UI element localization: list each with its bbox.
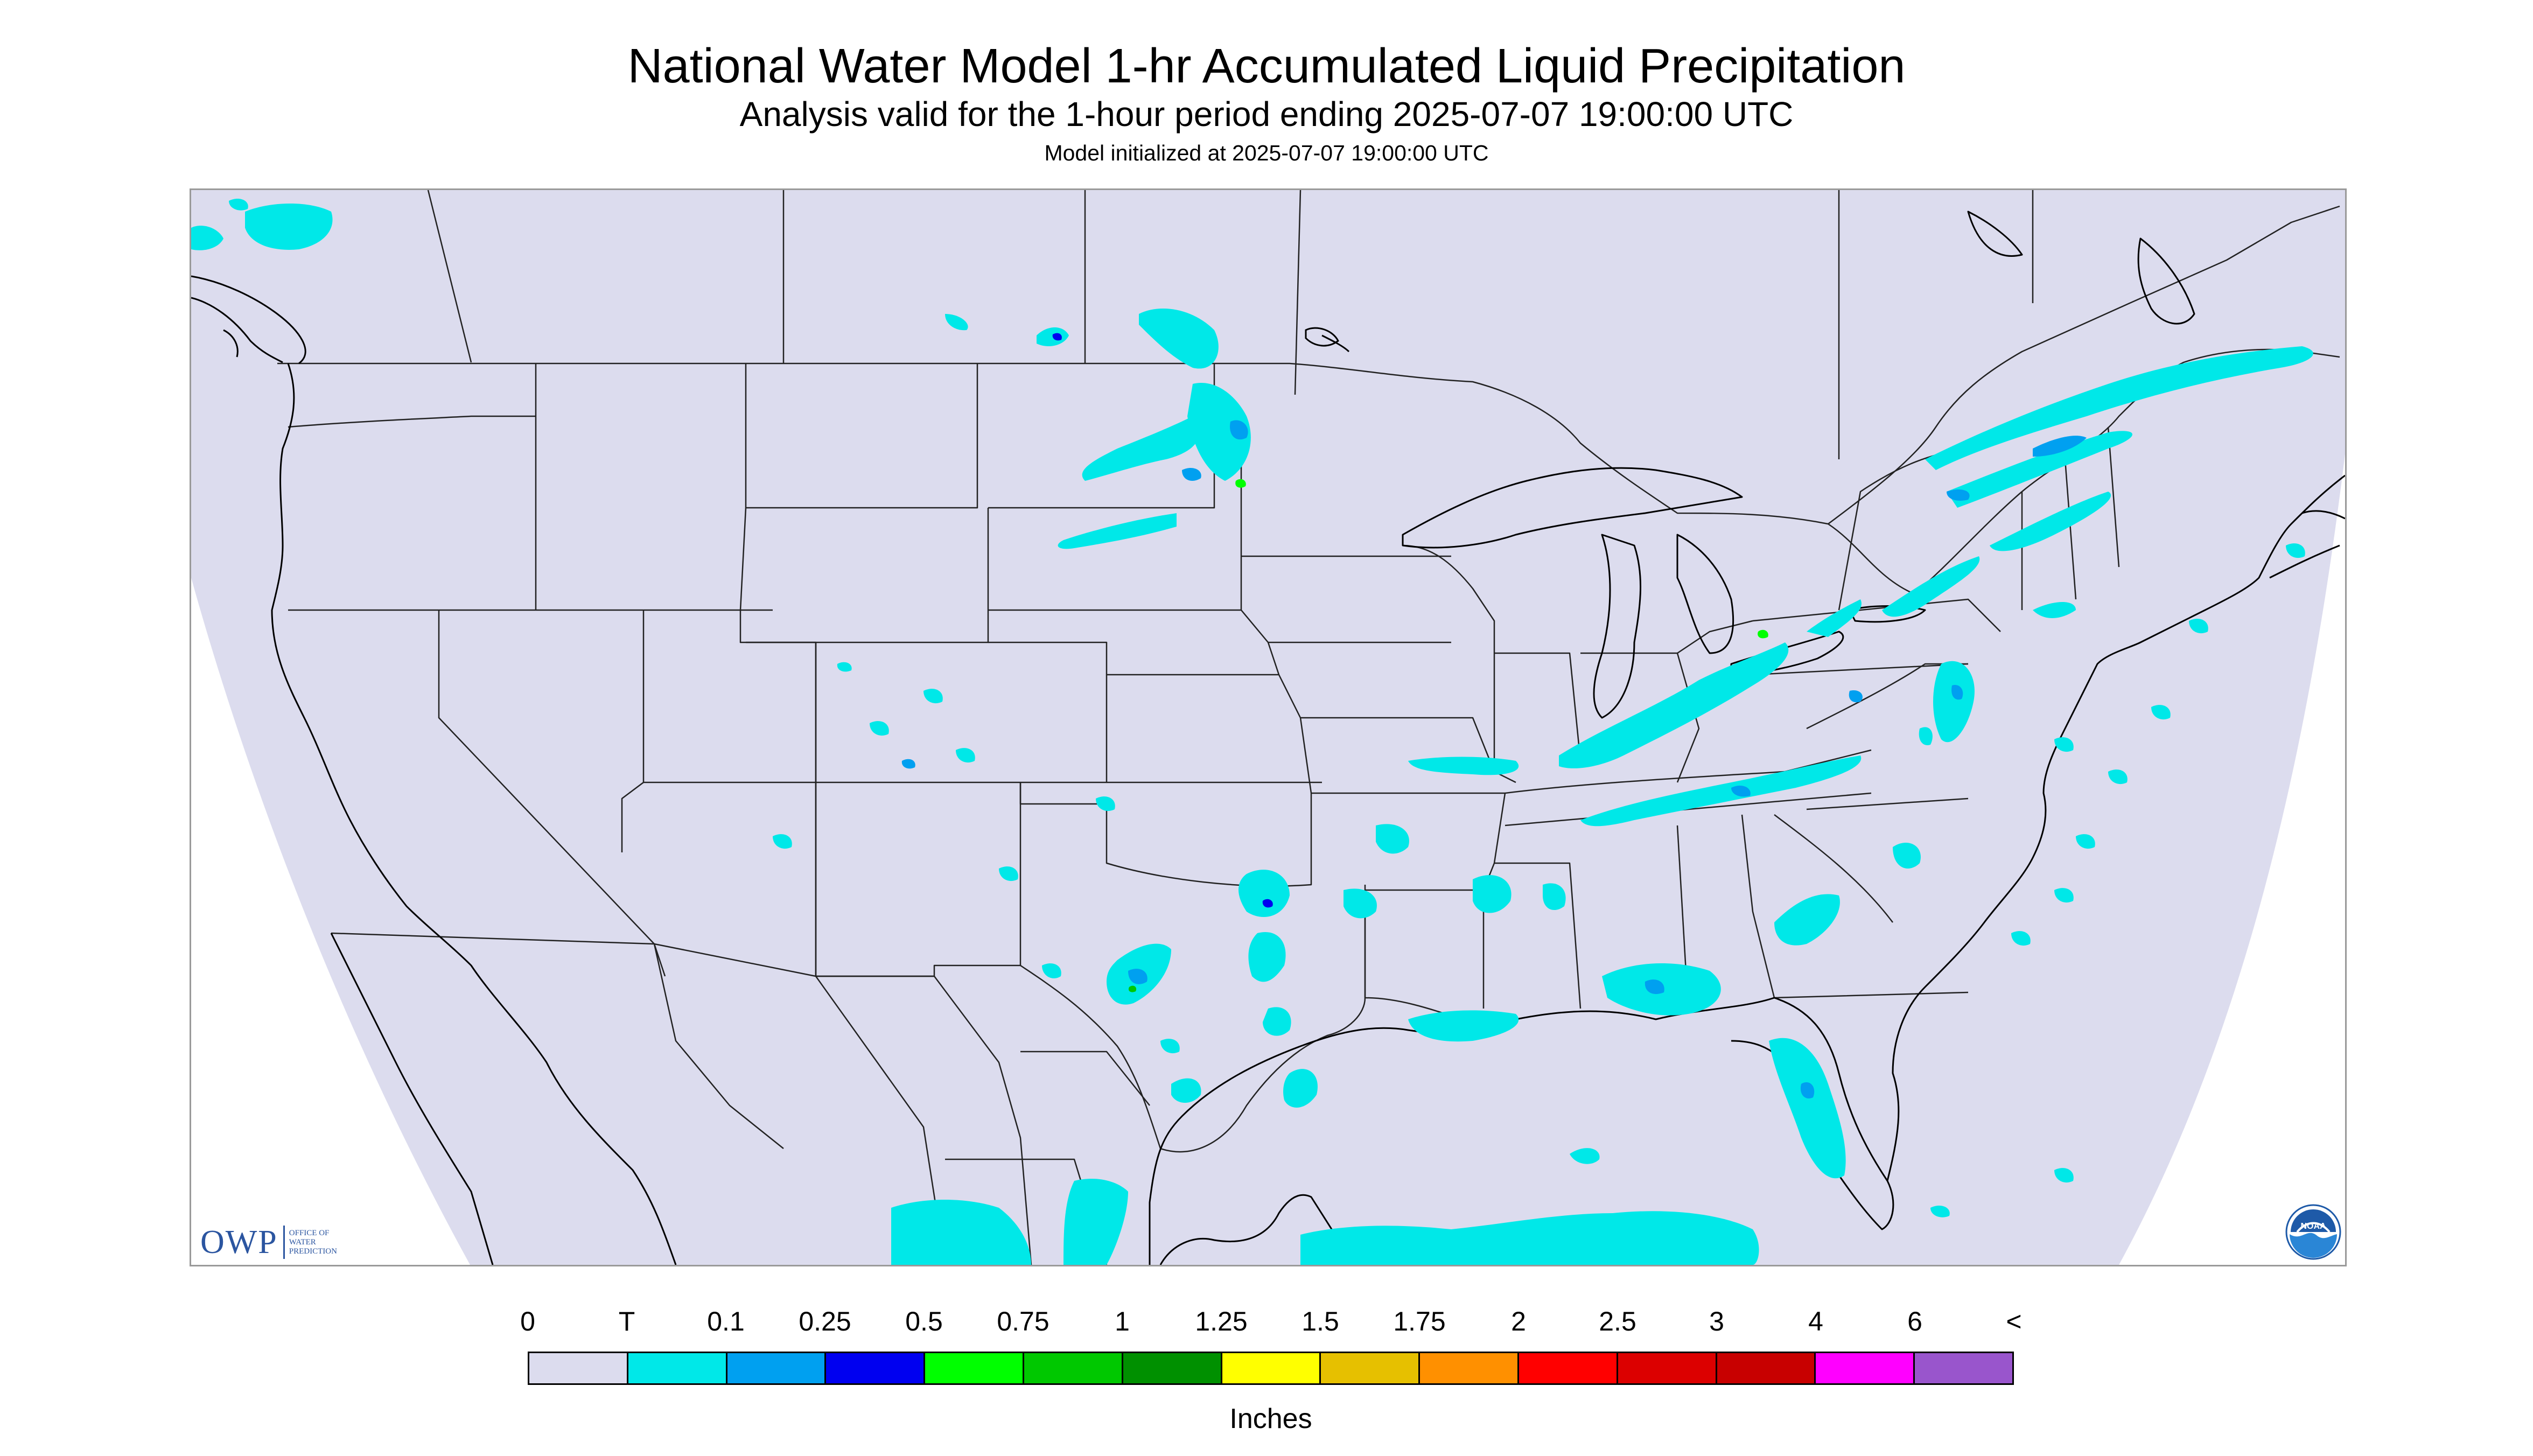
precip-texas-oklahoma — [1042, 870, 1377, 1108]
precip-mid-atlantic — [1919, 661, 1975, 745]
precip-southeast-gulf — [1376, 824, 1921, 1042]
state-boundaries — [277, 190, 2340, 1265]
precip-atlantic-scattered — [2011, 543, 2305, 946]
legend-units-label: Inches — [1229, 1403, 1312, 1434]
legend-label: 0.1 — [707, 1306, 745, 1336]
legend-label: T — [618, 1306, 635, 1336]
coastlines — [191, 211, 2345, 1265]
legend-swatch — [826, 1353, 926, 1383]
legend-label: 0 — [520, 1306, 535, 1336]
pacific-coast — [271, 363, 677, 1265]
noaa-logo-icon: NOAA — [2285, 1204, 2341, 1260]
legend-label: 3 — [1709, 1306, 1724, 1336]
legend-label: 1.75 — [1393, 1306, 1446, 1336]
precip-gulf-south-edge — [891, 1039, 2074, 1265]
legend-swatch — [727, 1353, 827, 1383]
owp-logo-text: OFFICE OF WATER PREDICTION — [289, 1229, 337, 1256]
legend-swatch — [1123, 1353, 1222, 1383]
legend-swatch — [1024, 1353, 1123, 1383]
owp-logo: OWP OFFICE OF WATER PREDICTION — [200, 1223, 337, 1261]
legend-swatch — [1717, 1353, 1816, 1383]
legend-label: < — [2006, 1306, 2022, 1336]
legend-swatch — [925, 1353, 1024, 1383]
precip-nw-canada — [191, 198, 333, 250]
precip-new-england-quebec — [1882, 346, 2313, 618]
legend-swatch — [529, 1353, 628, 1383]
legend-swatch — [1519, 1353, 1618, 1383]
owp-logo-line1: OFFICE OF — [289, 1228, 330, 1237]
owp-logo-letters: OWP — [200, 1223, 278, 1261]
legend-color-bar — [528, 1352, 2014, 1385]
legend-swatch — [1618, 1353, 1717, 1383]
precip-florida — [1769, 1038, 1846, 1179]
legend-label: 1.25 — [1195, 1306, 1248, 1336]
owp-logo-line3: PREDICTION — [289, 1247, 337, 1256]
owp-logo-line2: WATER — [289, 1237, 316, 1247]
legend-label: 0.75 — [997, 1306, 1049, 1336]
color-legend: 0 T 0.1 0.25 0.5 0.75 1 1.25 1.5 1.75 2 2.5 3 4 6 < Inc… — [520, 1305, 2022, 1445]
precip-north-dakota-minnesota — [945, 309, 1251, 549]
legend-swatch — [1222, 1353, 1321, 1383]
precip-great-lakes-ohio — [1408, 599, 1863, 827]
lake-huron — [1676, 534, 1734, 654]
precip-southwest-scattered — [773, 662, 1115, 881]
legend-swatch — [628, 1353, 727, 1383]
legend-swatch — [1915, 1353, 2012, 1383]
lake-michigan — [1593, 534, 1642, 719]
legend-label: 4 — [1808, 1306, 1823, 1336]
legend-label: 2.5 — [1599, 1306, 1636, 1336]
legend-label: 2 — [1511, 1306, 1526, 1336]
legend-label: 0.5 — [905, 1306, 943, 1336]
atlantic-coast — [1886, 474, 2345, 1181]
legend-label: 0.25 — [799, 1306, 851, 1336]
lake-ontario — [1849, 605, 1926, 623]
legend-swatch — [1420, 1353, 1519, 1383]
noaa-logo-text: NOAA — [2300, 1222, 2326, 1231]
northwest-islands — [191, 297, 1339, 363]
model-init-line: Model initialized at 2025-07-07 19:00:00… — [1044, 141, 1489, 165]
legend-swatch — [1321, 1353, 1421, 1383]
owp-logo-divider — [283, 1226, 285, 1259]
legend-swatch — [1816, 1353, 1915, 1383]
legend-label: 1 — [1115, 1306, 1130, 1336]
page-title: National Water Model 1-hr Accumulated Li… — [627, 39, 1906, 93]
map-domain — [191, 190, 2345, 1265]
legend-label: 1.5 — [1302, 1306, 1339, 1336]
precipitation-areas — [191, 198, 2313, 1265]
legend-label: 6 — [1907, 1306, 1922, 1336]
precipitation-map — [190, 188, 2347, 1266]
lake-superior — [1402, 467, 1743, 549]
page-subtitle: Analysis valid for the 1-hour period end… — [739, 95, 1794, 134]
